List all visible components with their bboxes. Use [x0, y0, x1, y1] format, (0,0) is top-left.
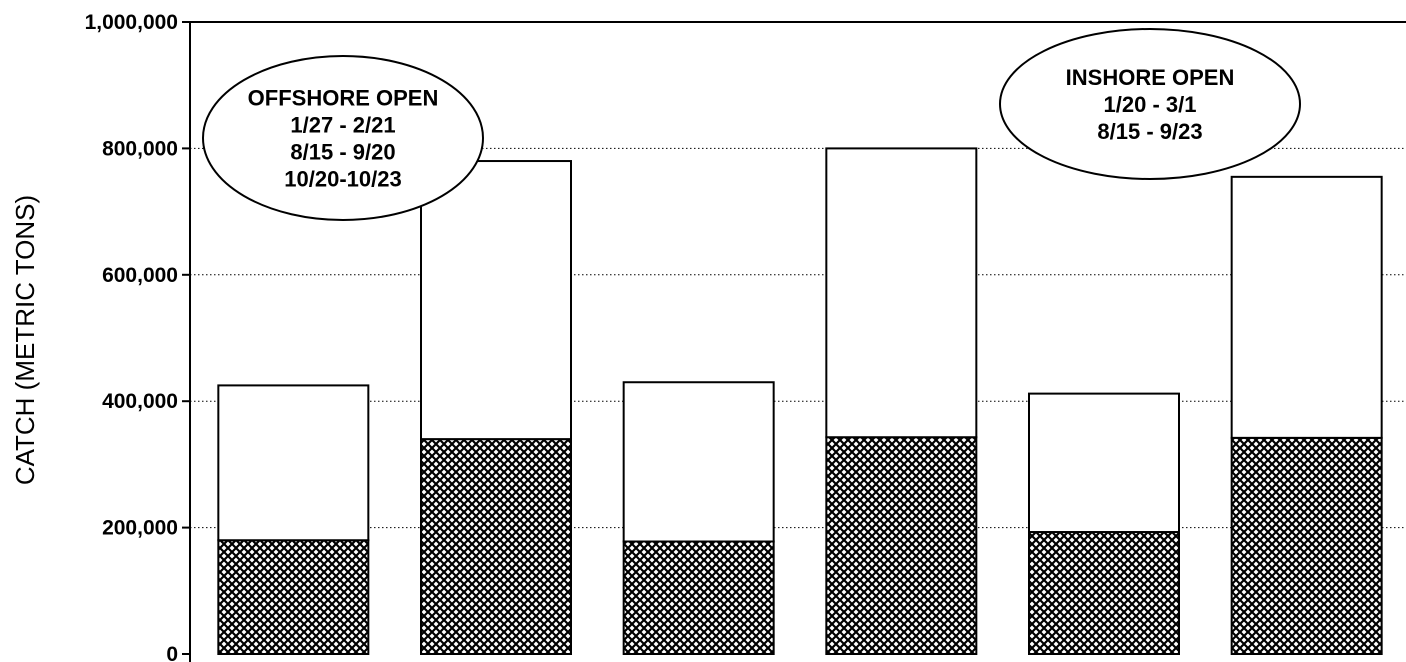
- bar-5-segment-1: [1028, 531, 1180, 655]
- bar-6-segment-1: [1230, 436, 1383, 655]
- annotation-2-line-2: 1/20 - 3/1: [1104, 92, 1197, 117]
- y-tick-label-1: 200,000: [102, 517, 178, 540]
- bar-4-segment-2: [825, 147, 978, 439]
- annotation-ellipse-2: [999, 28, 1301, 180]
- bar-3-segment-2: [622, 381, 775, 543]
- y-tick-labels: 0 200,000 400,000 600,000 800,000 1,000,000: [85, 11, 178, 662]
- annotation-1-line-4: 10/20-10/23: [284, 167, 401, 192]
- annotation-2-line-1: INSHORE OPEN: [1066, 65, 1235, 90]
- annotation-1-line-2: 1/27 - 2/21: [290, 113, 395, 138]
- y-tick-label-4: 800,000: [102, 137, 178, 160]
- annotation-1-line-1: OFFSHORE OPEN: [248, 86, 439, 111]
- bar-4-segment-1: [825, 436, 978, 655]
- bar-3-segment-1: [622, 540, 775, 656]
- bar-6-segment-2: [1230, 175, 1383, 439]
- bar-2-segment-1: [420, 438, 572, 655]
- bar-1-segment-2: [217, 384, 370, 542]
- annotation-1-line-3: 8/15 - 9/20: [290, 140, 395, 165]
- axes: [182, 21, 1406, 662]
- y-tick-label-0: 0: [166, 643, 178, 662]
- annotation-ellipse-1: [202, 55, 484, 221]
- y-tick-label-5: 1,000,000: [85, 11, 178, 34]
- bars: [217, 147, 1383, 656]
- bar-5-segment-2: [1028, 392, 1180, 534]
- y-axis-label: CATCH (METRIC TONS): [10, 195, 40, 485]
- bar-2-segment-2: [420, 160, 572, 441]
- y-tick-label-3: 600,000: [102, 264, 178, 287]
- y-tick-label-2: 400,000: [102, 390, 178, 413]
- bar-1-segment-1: [217, 539, 370, 655]
- annotation-2-line-3: 8/15 - 9/23: [1097, 119, 1202, 144]
